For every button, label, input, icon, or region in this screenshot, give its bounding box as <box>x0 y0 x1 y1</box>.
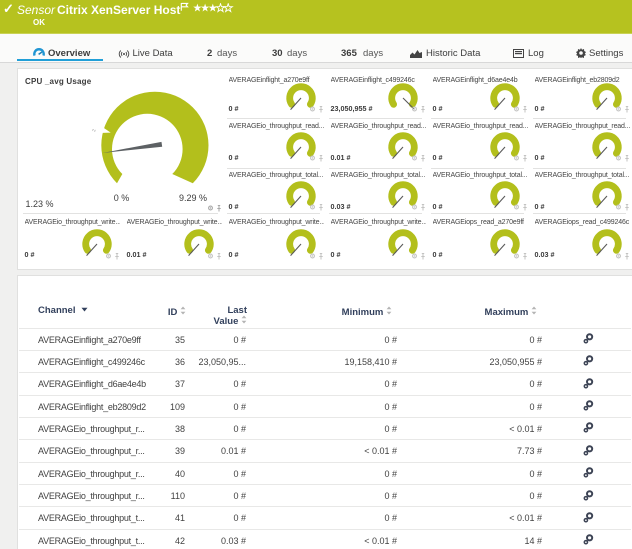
svg-text:2: 2 <box>91 128 97 132</box>
